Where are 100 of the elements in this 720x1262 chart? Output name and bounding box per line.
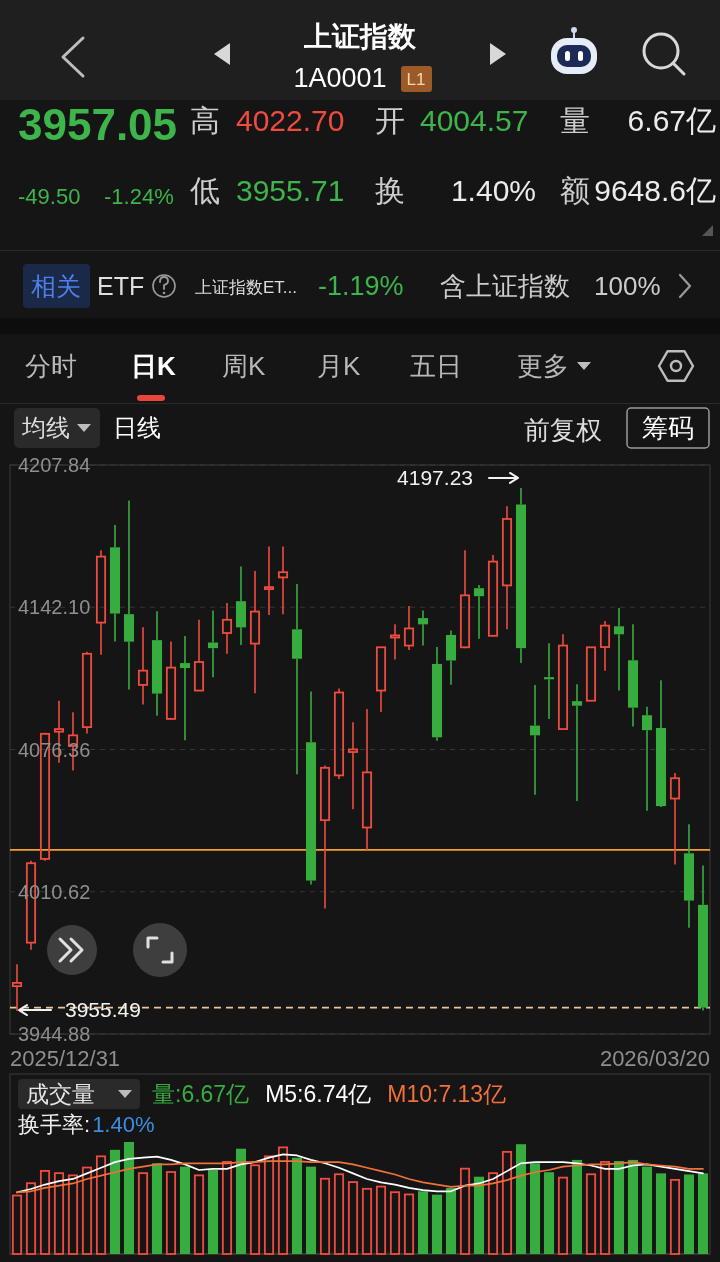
bar xyxy=(641,1166,653,1254)
text: 分时 xyxy=(25,351,77,382)
bar xyxy=(67,1174,79,1255)
bar xyxy=(571,1159,583,1254)
text: 1.40% xyxy=(92,1111,155,1137)
candlestick xyxy=(417,609,429,647)
bar xyxy=(11,1194,23,1255)
text: 量:6.67亿 xyxy=(152,1081,250,1108)
bar xyxy=(179,1166,191,1254)
text: 1.40% xyxy=(450,173,536,207)
candlestick xyxy=(333,687,345,780)
text: 100% xyxy=(594,271,661,302)
text: 更多 xyxy=(517,351,569,382)
y-tick-label: 4207.84 xyxy=(18,454,91,476)
candlestick xyxy=(599,620,611,672)
text: 相关 xyxy=(31,271,81,300)
bar xyxy=(515,1144,527,1254)
bar xyxy=(361,1187,373,1255)
candlestick xyxy=(179,635,191,742)
annotation: 3955.49 xyxy=(65,998,141,1022)
candlestick xyxy=(235,565,247,646)
bar xyxy=(697,1173,709,1254)
text: 4022.70 xyxy=(236,103,345,137)
candlestick xyxy=(515,487,527,664)
bar xyxy=(683,1174,695,1254)
text: 开 xyxy=(375,103,405,137)
bar xyxy=(543,1172,555,1254)
candlestick xyxy=(543,642,555,720)
bar xyxy=(459,1167,471,1255)
candlestick xyxy=(11,963,23,1012)
bar xyxy=(669,1178,681,1255)
bar xyxy=(277,1146,289,1255)
candlestick xyxy=(249,570,261,695)
candlestick xyxy=(151,610,163,717)
bar xyxy=(445,1187,457,1254)
candlestick xyxy=(109,524,121,643)
candlestick xyxy=(389,623,401,661)
text: -49.50 xyxy=(18,183,81,209)
bar xyxy=(109,1149,121,1254)
candlestick xyxy=(445,629,457,686)
bar xyxy=(53,1172,65,1255)
text: 筹码 xyxy=(642,413,694,444)
candlestick xyxy=(403,605,415,651)
text: 额 xyxy=(560,173,590,207)
bar xyxy=(389,1191,401,1255)
bar xyxy=(487,1172,499,1255)
candlestick xyxy=(655,679,667,807)
bar xyxy=(221,1161,233,1255)
text: 6.67亿 xyxy=(627,103,716,137)
text: 3955.71 xyxy=(236,173,345,207)
candlestick xyxy=(81,651,93,735)
candlestick xyxy=(669,772,681,866)
bar xyxy=(207,1170,219,1254)
bar xyxy=(305,1166,317,1254)
bar xyxy=(613,1161,625,1254)
candlestick xyxy=(193,619,205,692)
bar xyxy=(95,1155,107,1255)
text: 高 xyxy=(190,103,220,137)
bar xyxy=(417,1191,429,1254)
candlestick xyxy=(683,823,695,929)
bar xyxy=(557,1176,569,1255)
candlestick xyxy=(375,646,387,713)
text: -1.24% xyxy=(104,183,174,209)
text: 换手率: xyxy=(18,1111,91,1137)
candlestick xyxy=(221,602,233,655)
text: 日线 xyxy=(113,414,161,442)
candlestick xyxy=(571,683,583,802)
candlestick xyxy=(123,499,135,691)
text: 均线 xyxy=(21,414,70,442)
candlestick xyxy=(431,646,443,742)
text: 含上证指数 xyxy=(440,271,570,302)
candlestick xyxy=(557,633,569,730)
text: 成交量 xyxy=(26,1081,95,1108)
text: 上证指数 xyxy=(303,20,417,52)
text: 量 xyxy=(560,103,590,137)
candlestick xyxy=(459,549,471,649)
text: ETF xyxy=(97,271,145,300)
bar xyxy=(473,1176,485,1254)
bar xyxy=(501,1150,513,1255)
text: 换 xyxy=(375,173,405,207)
candlestick xyxy=(347,721,359,810)
candlestick xyxy=(613,607,625,692)
candlestick xyxy=(165,640,177,720)
candlestick xyxy=(627,623,639,728)
candlestick xyxy=(305,690,317,886)
text: 前复权 xyxy=(524,415,602,446)
candlestick xyxy=(473,584,485,640)
candlestick xyxy=(277,545,289,615)
bar xyxy=(333,1173,345,1255)
candlestick xyxy=(95,549,107,656)
text: 周K xyxy=(222,351,266,382)
bar xyxy=(123,1142,135,1254)
text: 3957.05 xyxy=(18,100,178,150)
y-tick-label: 3944.88 xyxy=(18,1023,91,1045)
bar xyxy=(39,1170,51,1255)
bar xyxy=(193,1174,205,1255)
text: L1 xyxy=(406,69,426,89)
bar xyxy=(249,1164,261,1255)
candlestick xyxy=(697,864,709,1012)
text: 1A0001 xyxy=(293,63,387,94)
